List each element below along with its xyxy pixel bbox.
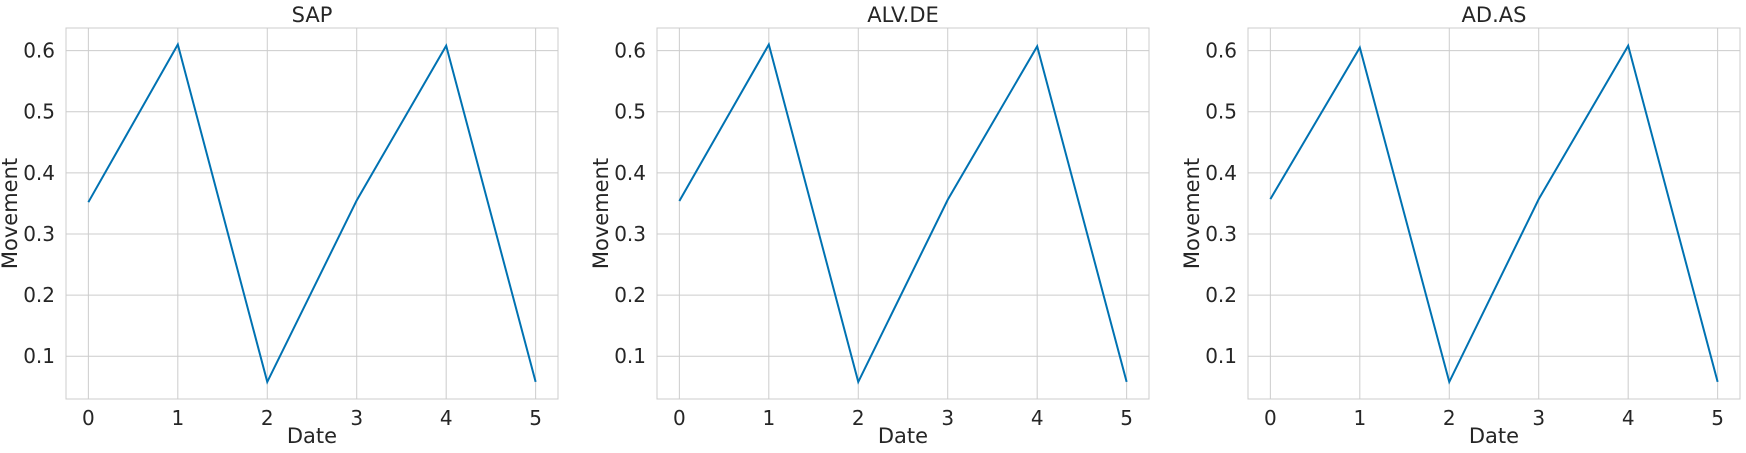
x-tick-label: 3 [350,406,363,430]
series-line [678,41,1128,385]
x-axis-label: Date [287,424,337,448]
subplot-title: ALV.DE [867,3,939,27]
y-tick-label: 0.1 [1205,344,1237,368]
y-tick-label: 0.4 [614,161,646,185]
x-tick-label: 1 [1353,406,1366,430]
x-tick-label: 1 [171,406,184,430]
series-line [1269,43,1719,385]
x-tick-label: 0 [1264,406,1277,430]
y-tick-label: 0.5 [23,100,55,124]
x-tick-label: 4 [440,406,453,430]
y-tick-label: 0.5 [1205,100,1237,124]
x-tick-label: 4 [1031,406,1044,430]
y-tick-label: 0.3 [1205,222,1237,246]
y-tick-label: 0.4 [1205,161,1237,185]
y-tick-label: 0.3 [23,222,55,246]
x-tick-label: 4 [1622,406,1635,430]
x-tick-label: 3 [941,406,954,430]
y-tick-label: 0.6 [614,39,646,63]
x-tick-label: 5 [1711,406,1724,430]
x-axis-label: Date [878,424,928,448]
y-tick-label: 0.2 [1205,283,1237,307]
subplot-title: AD.AS [1462,3,1527,27]
x-tick-label: 3 [1532,406,1545,430]
y-tick-label: 0.5 [614,100,646,124]
subplot-title: SAP [292,3,333,27]
plot-area-frame [1247,27,1741,400]
y-tick-label: 0.1 [23,344,55,368]
x-tick-label: 2 [852,406,865,430]
y-tick-label: 0.3 [614,222,646,246]
y-axis-label: Movement [0,158,22,269]
x-axis-label: Date [1469,424,1519,448]
y-axis-label: Movement [589,158,613,269]
y-tick-label: 0.6 [23,39,55,63]
series-line [87,41,537,385]
plot-area-frame [656,27,1150,400]
y-tick-label: 0.6 [1205,39,1237,63]
plot-area-frame [65,27,559,400]
y-tick-label: 0.4 [23,161,55,185]
x-tick-label: 1 [762,406,775,430]
x-tick-label: 5 [529,406,542,430]
subplot-1: 0 1 2 3 4 5 0.1 0.2 0.3 0.4 0.5 0.6 SAP Date Movement [0,3,559,448]
y-tick-label: 0.1 [614,344,646,368]
y-axis-label: Movement [1180,158,1204,269]
subplot-3: 0 1 2 3 4 5 0.1 0.2 0.3 0.4 0.5 0.6 AD.AS Date Movemen… [1180,3,1741,448]
x-tick-label: 5 [1120,406,1133,430]
x-tick-label: 0 [673,406,686,430]
subplot-2: 0 1 2 3 4 5 0.1 0.2 0.3 0.4 0.5 0.6 ALV.DE Date Moveme… [589,3,1150,448]
x-tick-label: 0 [82,406,95,430]
x-tick-label: 2 [261,406,274,430]
y-tick-label: 0.2 [614,283,646,307]
y-tick-label: 0.2 [23,283,55,307]
x-tick-label: 2 [1443,406,1456,430]
